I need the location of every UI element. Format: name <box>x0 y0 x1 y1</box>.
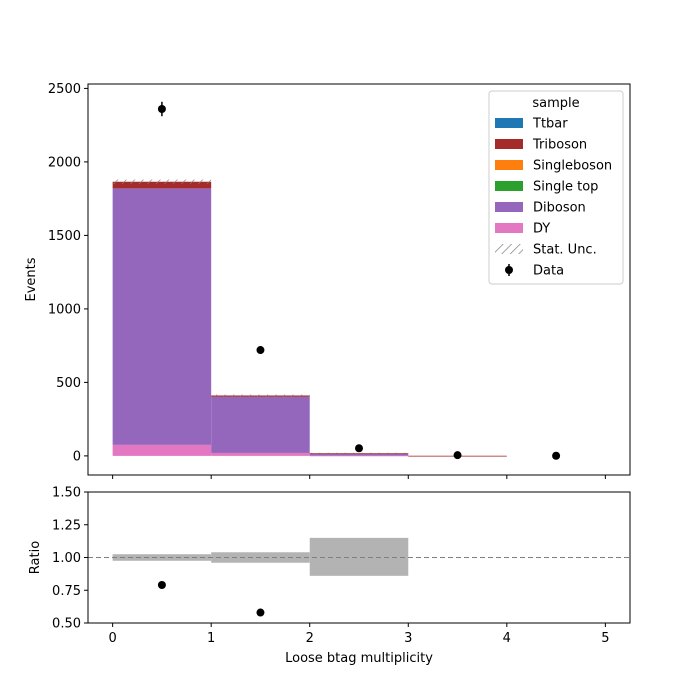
y-tick-label: 0 <box>73 449 81 464</box>
y-tick-label: 500 <box>56 376 81 391</box>
stat-unc-bin-1 <box>211 394 310 397</box>
stat-unc-bin-2 <box>309 452 409 454</box>
data-point-4 <box>552 451 561 460</box>
ratio-points <box>157 581 265 617</box>
x-axis-label: Loose btag multiplicity <box>285 651 433 666</box>
bar-dy-bin-2 <box>309 455 409 457</box>
ratio-y-tick-label: 0.75 <box>52 584 81 599</box>
legend-entry-stat-unc-swatch <box>495 244 523 254</box>
stat-unc-bin-0 <box>112 179 212 184</box>
x-tick-label: 3 <box>404 631 412 646</box>
bar-dy-bin-0 <box>112 444 212 456</box>
ratio-ticks: 0.50 0.75 1.00 1.25 1.50 0 1 2 3 4 5 <box>52 486 609 647</box>
legend-entry-diboson-label: Diboson <box>533 201 586 216</box>
data-point-0 <box>157 104 166 113</box>
ratio-panel: 0.50 0.75 1.00 1.25 1.50 0 1 2 3 4 5 Ratio Loose b… <box>28 486 631 666</box>
bar-diboson-bin-0 <box>112 188 212 445</box>
legend-entry-triboson-swatch <box>495 139 523 149</box>
legend-entry-single-top-swatch <box>495 181 523 191</box>
y-tick-label: 1000 <box>48 302 81 317</box>
ratio-point-0 <box>157 581 166 590</box>
bar-diboson-bin-2 <box>309 453 409 456</box>
ratio-y-tick-label: 1.00 <box>52 551 81 566</box>
bar-dy-bin-1 <box>211 452 310 456</box>
x-tick-label: 2 <box>306 631 314 646</box>
main-panel: 0 500 1000 1500 2000 2500 Events <box>24 82 631 479</box>
legend-entry-stat-unc-label: Stat. Unc. <box>533 243 597 258</box>
ratio-unc-band-2 <box>309 537 409 576</box>
legend-entries: Ttbar Triboson Singleboson Single top Diboso… <box>495 117 612 279</box>
data-point-3 <box>453 451 462 460</box>
bar-diboson-bin-1 <box>211 396 310 453</box>
ratio-point-1 <box>256 608 265 617</box>
x-tick-label: 5 <box>601 631 609 646</box>
x-tick-label: 0 <box>108 631 116 646</box>
data-point-2 <box>355 444 363 453</box>
data-point-1 <box>256 346 265 355</box>
legend-entry-diboson-swatch <box>495 202 523 212</box>
legend-entry-triboson-label: Triboson <box>532 138 587 153</box>
main-stat-unc <box>112 179 409 454</box>
legend-entry-ttbar-swatch <box>495 118 523 128</box>
ratio-y-axis-label: Ratio <box>28 541 43 574</box>
ratio-y-tick-label: 1.50 <box>52 486 81 501</box>
main-axes-frame <box>87 83 631 476</box>
legend-entry-singleboson-swatch <box>495 160 523 170</box>
legend-entry-single-top-label: Single top <box>533 180 598 195</box>
legend-entry-data-marker <box>505 266 513 274</box>
legend: sample Ttbar Triboson Singleboson Single to… <box>488 90 624 285</box>
main-ticks: 0 500 1000 1500 2000 2500 <box>48 82 606 479</box>
ratio-y-tick-label: 1.25 <box>52 518 81 533</box>
legend-title: sample <box>532 96 579 111</box>
y-tick-label: 1500 <box>48 229 81 244</box>
legend-entry-dy-swatch <box>495 223 523 233</box>
legend-entry-dy-label: DY <box>533 222 550 237</box>
main-data-points <box>157 101 561 460</box>
legend-entry-ttbar-label: Ttbar <box>532 117 568 132</box>
ratio-y-tick-label: 0.50 <box>52 617 81 632</box>
y-tick-label: 2000 <box>48 155 81 170</box>
legend-entry-data-label: Data <box>533 264 564 279</box>
x-tick-label: 4 <box>503 631 511 646</box>
x-tick-label: 1 <box>207 631 215 646</box>
y-tick-label: 2500 <box>48 82 81 97</box>
legend-entry-singleboson-label: Singleboson <box>533 159 612 174</box>
bar-triboson-bin-0 <box>112 181 212 189</box>
main-y-axis-label: Events <box>24 257 39 301</box>
